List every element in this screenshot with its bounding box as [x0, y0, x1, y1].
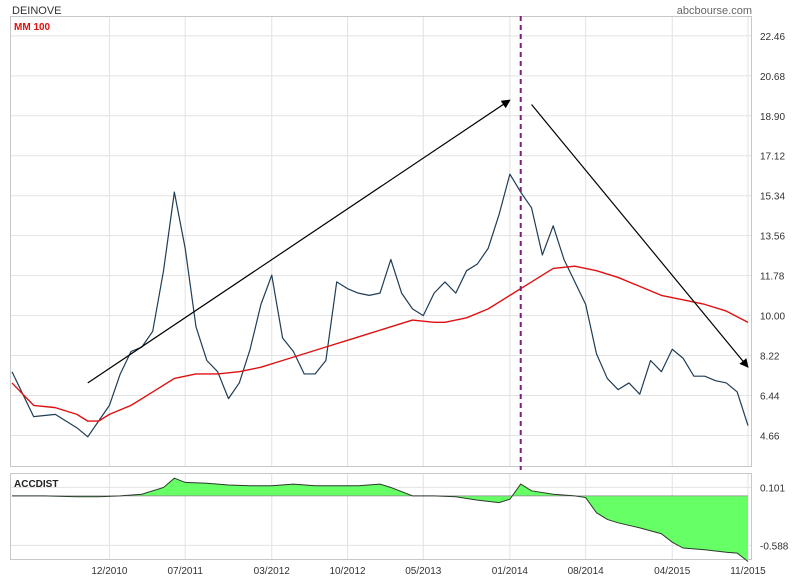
price-grid: [11, 17, 751, 466]
accdist-y-tick-label: 0.101: [760, 483, 785, 494]
time-x-axis: 12/2010 07/2011 03/2012 10/2012 05/2013 01/20…: [91, 566, 766, 577]
accdist-area: [12, 478, 748, 562]
ticker-label: DEINOVE: [12, 5, 62, 17]
annotation-layer: [87, 16, 749, 470]
price-line: [11, 173, 749, 438]
x-tick-label: 11/2015: [730, 566, 766, 577]
accdist-legend: ACCDIST: [14, 479, 58, 490]
price-y-tick-label: 17.12: [760, 152, 785, 163]
x-tick-label: 05/2013: [405, 566, 442, 577]
price-y-tick-label: 6.44: [760, 392, 780, 403]
x-tick-label: 08/2014: [568, 566, 605, 577]
price-panel-frame: [10, 16, 752, 467]
accdist-y-axis: 0.101 -0.588: [760, 483, 789, 552]
price-y-tick-label: 22.46: [760, 32, 785, 43]
price-y-tick-label: 15.34: [760, 192, 785, 203]
accdist-y-tick-label: -0.588: [760, 541, 789, 552]
source-label: abcbourse.com: [677, 5, 752, 17]
price-y-tick-label: 4.66: [760, 431, 780, 442]
uptrend-arrow: [87, 99, 511, 384]
accdist-plot: [12, 477, 749, 562]
price-y-tick-label: 13.56: [760, 232, 785, 243]
price-y-tick-label: 11.78: [760, 272, 785, 283]
price-y-axis: 4.66 6.44 8.22 10.00 11.78 13.56 15.34 17.12 18.…: [760, 32, 785, 443]
downtrend-arrow: [531, 104, 749, 368]
price-plot: [11, 173, 749, 438]
price-y-tick-label: 8.22: [760, 352, 780, 363]
x-tick-label: 12/2010: [91, 566, 128, 577]
x-tick-label: 01/2014: [492, 566, 529, 577]
x-tick-label: 10/2012: [329, 566, 366, 577]
accdist-line: [12, 477, 749, 562]
price-y-tick-label: 10.00: [760, 312, 785, 323]
moving-average-legend: MM 100: [14, 22, 51, 33]
accdist-panel-frame: [10, 473, 752, 560]
price-y-tick-label: 18.90: [760, 112, 785, 123]
x-tick-label: 04/2015: [654, 566, 691, 577]
moving-average-line: [11, 265, 749, 422]
x-tick-label: 03/2012: [254, 566, 291, 577]
price-y-tick-label: 20.68: [760, 72, 785, 83]
x-tick-label: 07/2011: [167, 566, 203, 577]
